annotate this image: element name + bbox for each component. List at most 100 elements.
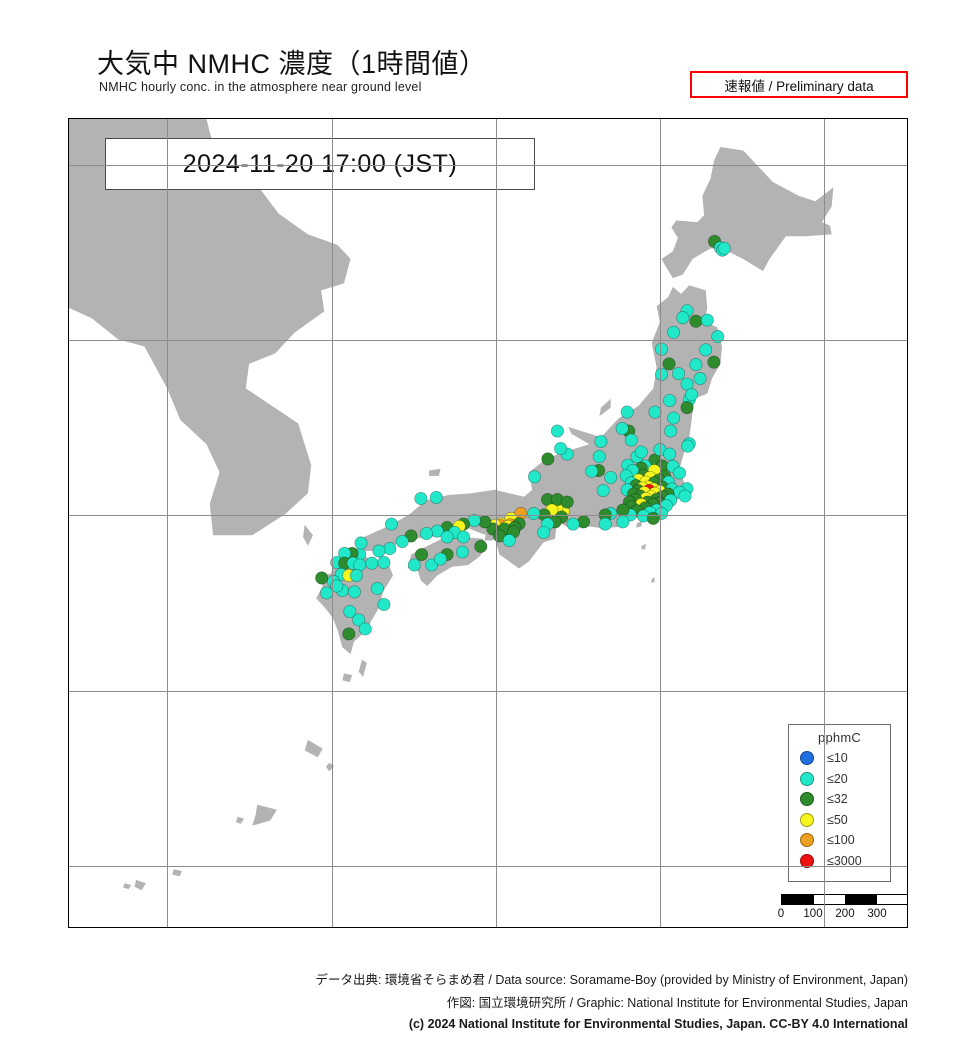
observation-point[interactable]	[377, 597, 391, 612]
observation-point[interactable]	[554, 441, 568, 456]
observation-point[interactable]	[664, 424, 678, 438]
observation-point[interactable]	[598, 517, 612, 531]
observation-point[interactable]	[404, 529, 418, 543]
observation-point[interactable]	[654, 367, 669, 381]
gridline-latitude	[69, 515, 907, 517]
observation-point[interactable]	[527, 470, 542, 484]
observation-point[interactable]	[414, 492, 428, 506]
gridline-latitude	[69, 164, 907, 166]
observation-point[interactable]	[680, 401, 694, 415]
observation-point[interactable]	[717, 241, 731, 255]
japan-map-svg	[69, 119, 834, 891]
observation-point[interactable]	[662, 357, 676, 371]
observation-point[interactable]	[680, 377, 694, 391]
observation-point[interactable]	[429, 490, 443, 504]
observation-point[interactable]	[615, 421, 629, 436]
observation-point[interactable]	[352, 613, 366, 627]
observation-point[interactable]	[604, 470, 618, 485]
observation-point[interactable]	[358, 622, 372, 636]
legend-item[interactable]: ≤10	[789, 748, 890, 769]
gridline-latitude	[69, 690, 907, 692]
observation-point[interactable]	[689, 314, 703, 328]
observation-point[interactable]	[541, 452, 555, 466]
observation-point[interactable]	[663, 394, 677, 408]
observation-point[interactable]	[349, 568, 363, 583]
observation-point[interactable]	[560, 495, 574, 509]
observation-point[interactable]	[566, 517, 580, 531]
observation-point[interactable]	[425, 558, 439, 572]
observation-point[interactable]	[711, 330, 725, 344]
observation-point[interactable]	[667, 411, 681, 425]
observation-point[interactable]	[315, 571, 329, 585]
observation-point[interactable]	[502, 533, 516, 547]
observation-point[interactable]	[354, 536, 368, 550]
observation-point[interactable]	[347, 585, 361, 599]
landmass	[661, 147, 834, 279]
observation-point[interactable]	[342, 627, 356, 641]
legend-item[interactable]: ≤3000	[789, 851, 890, 872]
observation-point[interactable]	[343, 604, 357, 619]
observation-point[interactable]	[673, 466, 687, 480]
observation-point[interactable]	[527, 506, 541, 521]
observation-point[interactable]	[330, 579, 344, 593]
observation-point[interactable]	[550, 424, 564, 438]
observation-point[interactable]	[440, 530, 454, 544]
observation-point[interactable]	[370, 581, 384, 595]
legend-item[interactable]: ≤32	[789, 789, 890, 810]
landmass	[641, 543, 646, 550]
observation-point[interactable]	[585, 464, 599, 478]
x-axis-tick-minor	[299, 927, 300, 928]
observation-point[interactable]	[678, 489, 692, 503]
observation-point[interactable]	[667, 325, 681, 339]
observation-point[interactable]	[634, 445, 648, 459]
observation-point[interactable]	[681, 439, 695, 453]
observation-point[interactable]	[320, 586, 334, 600]
observation-point[interactable]	[407, 558, 421, 572]
observation-point[interactable]	[616, 515, 630, 529]
legend-color-swatch	[800, 771, 814, 786]
observation-point[interactable]	[377, 555, 391, 570]
observation-point[interactable]	[433, 552, 448, 566]
observation-point[interactable]	[474, 539, 488, 553]
observation-point[interactable]	[383, 542, 397, 556]
observation-point[interactable]	[384, 517, 398, 531]
y-axis-tick-minor	[68, 235, 69, 236]
legend-title: pphmC	[818, 730, 861, 745]
observation-point[interactable]	[699, 343, 713, 357]
observation-point[interactable]	[700, 313, 714, 327]
observation-point[interactable]	[648, 405, 662, 419]
observation-point[interactable]	[654, 342, 669, 356]
observation-point[interactable]	[537, 525, 551, 540]
x-axis-tick-minor	[200, 927, 201, 928]
landmass	[172, 869, 182, 877]
observation-point[interactable]	[455, 545, 469, 559]
observation-point[interactable]	[685, 388, 699, 402]
observation-point[interactable]	[624, 433, 638, 447]
x-axis-tick-minor	[463, 927, 464, 928]
legend-color-swatch	[800, 833, 814, 848]
observation-point[interactable]	[372, 544, 386, 558]
observation-point[interactable]	[415, 547, 429, 562]
observation-point[interactable]	[596, 483, 610, 498]
landmass	[122, 883, 132, 890]
observation-point[interactable]	[676, 311, 690, 325]
legend-item[interactable]: ≤50	[789, 810, 890, 831]
observation-point[interactable]	[592, 450, 606, 464]
observation-point[interactable]	[620, 405, 634, 419]
scale-bar-segment	[813, 895, 845, 904]
legend-item[interactable]: ≤20	[789, 769, 890, 790]
observation-point[interactable]	[646, 511, 660, 525]
observation-point[interactable]	[456, 530, 470, 544]
observation-point[interactable]	[689, 358, 703, 372]
observation-point[interactable]	[672, 367, 686, 381]
observation-point[interactable]	[594, 434, 608, 449]
observation-point[interactable]	[693, 372, 707, 386]
observation-point[interactable]	[707, 355, 721, 369]
observation-point[interactable]	[395, 535, 409, 549]
legend-item-label: ≤32	[827, 792, 848, 807]
map-plot-area[interactable]: 2024-11-20 17:00 (JST) pphmC ≤10 ≤20 ≤32 ≤5…	[68, 118, 908, 928]
observation-point[interactable]	[365, 556, 379, 570]
observation-point[interactable]	[663, 447, 677, 461]
legend-item[interactable]: ≤100	[789, 830, 890, 851]
observation-point[interactable]	[419, 526, 433, 541]
